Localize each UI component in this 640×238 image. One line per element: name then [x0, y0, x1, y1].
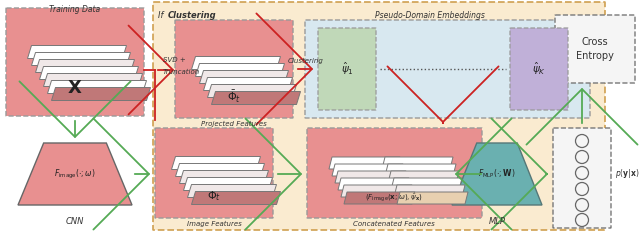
Text: Cross
Entropy: Cross Entropy	[576, 37, 614, 61]
Polygon shape	[40, 66, 138, 79]
Polygon shape	[31, 53, 131, 65]
Text: $\Phi_t$: $\Phi_t$	[207, 189, 221, 203]
FancyBboxPatch shape	[6, 8, 144, 116]
Polygon shape	[191, 192, 280, 204]
Polygon shape	[188, 184, 276, 198]
FancyBboxPatch shape	[553, 128, 611, 228]
Text: Clustering: Clustering	[287, 58, 323, 64]
FancyBboxPatch shape	[307, 128, 482, 218]
Polygon shape	[394, 185, 465, 197]
Polygon shape	[184, 178, 273, 190]
Text: $\hat{\psi}_1$: $\hat{\psi}_1$	[340, 61, 353, 77]
Polygon shape	[47, 80, 147, 94]
Polygon shape	[452, 143, 542, 205]
Polygon shape	[344, 192, 415, 204]
FancyBboxPatch shape	[153, 2, 605, 230]
Polygon shape	[338, 178, 409, 190]
Polygon shape	[35, 60, 134, 73]
Polygon shape	[391, 178, 462, 190]
Text: Concatenated Features: Concatenated Features	[353, 221, 435, 227]
Text: Image Features: Image Features	[187, 221, 241, 227]
Text: $p(\mathbf{y}|\mathbf{x})$: $p(\mathbf{y}|\mathbf{x})$	[615, 168, 639, 180]
Polygon shape	[385, 164, 456, 176]
Polygon shape	[341, 185, 412, 197]
Polygon shape	[382, 157, 453, 169]
Text: $F_{\mathrm{image}}(\cdot;\omega)$: $F_{\mathrm{image}}(\cdot;\omega)$	[54, 168, 96, 181]
FancyBboxPatch shape	[175, 20, 293, 118]
Polygon shape	[332, 164, 403, 176]
Text: Pseudo-Domain Embeddings: Pseudo-Domain Embeddings	[375, 11, 485, 20]
Polygon shape	[191, 56, 280, 69]
Text: CNN: CNN	[66, 218, 84, 227]
Text: $\bar{\Phi}_t$: $\bar{\Phi}_t$	[227, 89, 241, 105]
Text: MLP: MLP	[488, 218, 506, 227]
Polygon shape	[172, 157, 260, 169]
FancyBboxPatch shape	[305, 20, 590, 118]
Polygon shape	[335, 171, 406, 183]
Text: SVD +: SVD +	[163, 57, 186, 63]
Polygon shape	[200, 70, 289, 84]
Text: Training Data: Training Data	[49, 5, 100, 14]
Polygon shape	[51, 88, 150, 100]
Text: $\hat{\psi}_K$: $\hat{\psi}_K$	[532, 61, 546, 77]
Text: Truncation: Truncation	[163, 69, 200, 75]
Text: If: If	[158, 11, 166, 20]
Text: $F_{\mathrm{MLP}}(\cdot;\mathbf{W})$: $F_{\mathrm{MLP}}(\cdot;\mathbf{W})$	[478, 168, 516, 180]
Polygon shape	[195, 64, 285, 76]
Polygon shape	[207, 84, 296, 98]
Text: :: :	[210, 11, 212, 20]
Text: $(F_{\mathrm{image}}(\mathbf{x};\omega),\hat{\psi}_\mathbf{x})$: $(F_{\mathrm{image}}(\mathbf{x};\omega),…	[365, 192, 423, 204]
Polygon shape	[388, 171, 459, 183]
Polygon shape	[18, 143, 132, 205]
Polygon shape	[28, 45, 127, 59]
Text: Projected Features: Projected Features	[201, 121, 267, 127]
FancyBboxPatch shape	[318, 28, 376, 110]
Polygon shape	[175, 164, 264, 177]
FancyBboxPatch shape	[555, 15, 635, 83]
FancyBboxPatch shape	[155, 128, 273, 218]
Polygon shape	[179, 170, 269, 183]
Text: Clustering: Clustering	[168, 11, 216, 20]
Polygon shape	[204, 78, 292, 90]
Text: $\mathbf{X}$: $\mathbf{X}$	[67, 79, 83, 97]
Polygon shape	[211, 91, 301, 104]
Polygon shape	[44, 74, 143, 86]
FancyBboxPatch shape	[510, 28, 568, 110]
Polygon shape	[329, 157, 400, 169]
Polygon shape	[397, 192, 468, 204]
